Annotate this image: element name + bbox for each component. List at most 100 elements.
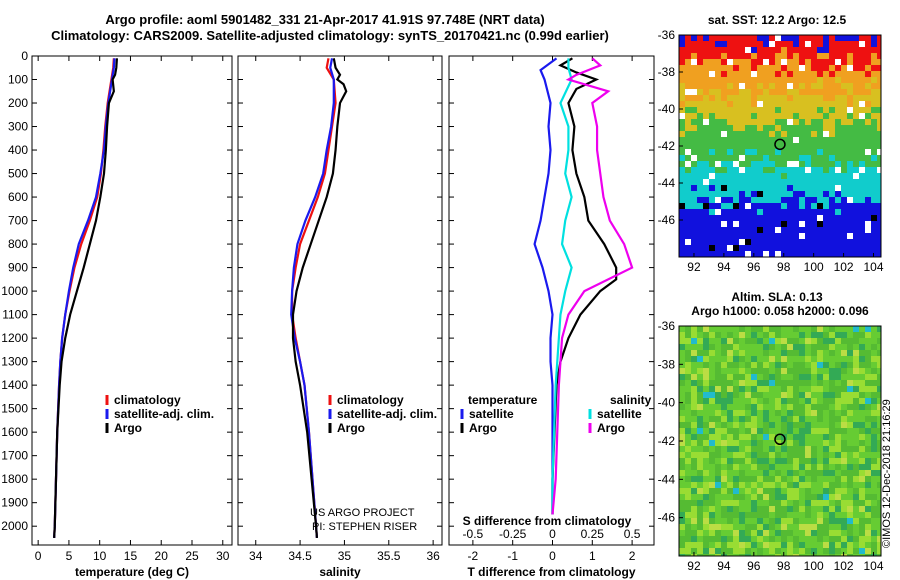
map-cell <box>763 476 769 482</box>
map-cell <box>691 494 697 500</box>
map-cell <box>757 518 763 524</box>
map-cell <box>685 245 691 251</box>
y-tick-label: -36 <box>658 28 676 42</box>
map-cell <box>841 356 847 362</box>
map-cell <box>853 524 859 530</box>
map-cell <box>829 59 835 65</box>
map-cell <box>757 422 763 428</box>
map-cell <box>835 410 841 416</box>
map-cell <box>877 197 881 203</box>
map-cell <box>721 410 727 416</box>
map-cell <box>685 500 691 506</box>
map-cell <box>769 227 775 233</box>
map-cell <box>823 518 829 524</box>
map-cell <box>817 464 823 470</box>
map-cell <box>787 506 793 512</box>
map-cell <box>691 452 697 458</box>
map-cell <box>691 374 697 380</box>
map-cell <box>853 185 859 191</box>
map-cell <box>817 41 823 47</box>
map-cell <box>871 131 877 137</box>
map-cell <box>775 392 781 398</box>
map-cell <box>757 440 763 446</box>
map-cell <box>769 374 775 380</box>
map-cell <box>763 131 769 137</box>
legend-label: satellite-adj. clim. <box>337 407 437 421</box>
map-cell <box>691 410 697 416</box>
map-cell <box>847 422 853 428</box>
map-cell <box>775 83 781 89</box>
map-cell <box>739 77 745 83</box>
map-cell <box>841 203 847 209</box>
map-cell <box>739 131 745 137</box>
map-cell <box>829 518 835 524</box>
map-cell <box>685 374 691 380</box>
map-cell <box>733 488 739 494</box>
map-cell <box>805 215 811 221</box>
map-cell <box>751 47 757 53</box>
map-cell <box>685 197 691 203</box>
y-tick-label: 1400 <box>1 378 28 392</box>
map-cell <box>817 410 823 416</box>
map-cell <box>877 83 881 89</box>
map-cell <box>787 137 793 143</box>
map-cell <box>811 434 817 440</box>
map-cell <box>829 161 835 167</box>
map-cell <box>799 488 805 494</box>
map-cell <box>715 524 721 530</box>
map-cell <box>835 113 841 119</box>
y-tick-label: 1700 <box>1 449 28 463</box>
map-cell <box>817 119 823 125</box>
map-cell <box>877 362 881 368</box>
map-cell <box>679 197 685 203</box>
map-cell <box>835 434 841 440</box>
map-cell <box>799 101 805 107</box>
map-cell <box>799 245 805 251</box>
map-cell <box>763 518 769 524</box>
map-cell <box>841 476 847 482</box>
map-cell <box>703 137 709 143</box>
map-cell <box>841 338 847 344</box>
map-cell <box>811 416 817 422</box>
map-cell <box>829 209 835 215</box>
map-cell <box>865 221 871 227</box>
map-cell <box>799 512 805 518</box>
map-cell <box>697 59 703 65</box>
map-cell <box>859 227 865 233</box>
map-cell <box>853 368 859 374</box>
map-cell <box>685 173 691 179</box>
map-cell <box>853 125 859 131</box>
map-cell <box>871 434 877 440</box>
map-cell <box>763 458 769 464</box>
map-cell <box>751 143 757 149</box>
map-cell <box>679 506 685 512</box>
map-cell <box>877 554 881 556</box>
map-cell <box>685 476 691 482</box>
map-cell <box>835 197 841 203</box>
map-cell <box>769 548 775 554</box>
map-cell <box>757 215 763 221</box>
map-cell <box>787 113 793 119</box>
map-cell <box>817 197 823 203</box>
map-cell <box>805 434 811 440</box>
map-cell <box>835 476 841 482</box>
map-cell <box>703 173 709 179</box>
map-cell <box>841 548 847 554</box>
map-cell <box>697 245 703 251</box>
map-cell <box>733 548 739 554</box>
map-cell <box>841 167 847 173</box>
map-cell <box>685 119 691 125</box>
map-cell <box>871 410 877 416</box>
map-cell <box>727 185 733 191</box>
map-cell <box>829 452 835 458</box>
map-cell <box>721 446 727 452</box>
map-cell <box>835 374 841 380</box>
map-cell <box>853 494 859 500</box>
map-cell <box>739 452 745 458</box>
map-cell <box>685 251 691 257</box>
map-cell <box>865 458 871 464</box>
map-cell <box>775 203 781 209</box>
map-cell <box>697 392 703 398</box>
map-cell <box>697 179 703 185</box>
map-cell <box>781 362 787 368</box>
